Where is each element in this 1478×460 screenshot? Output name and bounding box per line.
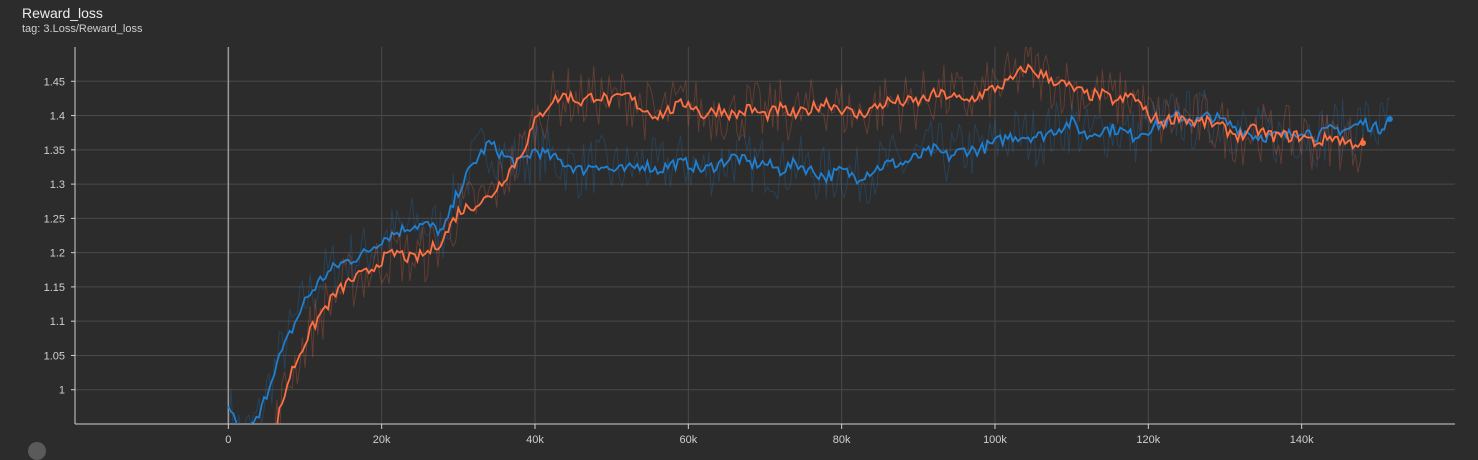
y-tick-label: 1.2 (50, 248, 65, 260)
corner-control-icon[interactable] (28, 442, 46, 460)
series-end-point (1386, 115, 1393, 122)
series-line[interactable] (227, 110, 1391, 440)
x-tick-label: 120k (1136, 434, 1160, 446)
x-tick-label: 140k (1290, 434, 1314, 446)
x-tick-label: 80k (833, 434, 851, 446)
x-tick-label: 20k (373, 434, 391, 446)
y-tick-label: 1.15 (44, 282, 65, 294)
chart-tag: tag: 3.Loss/Reward_loss (22, 23, 143, 35)
y-tick-label: 1.3 (50, 179, 65, 191)
x-tick-label: 60k (679, 434, 697, 446)
x-tick-label: 0 (225, 434, 231, 446)
series-group (227, 47, 1393, 440)
y-tick-label: 1.45 (44, 76, 65, 88)
series-raw-line (228, 89, 1391, 424)
series-line[interactable] (274, 63, 1364, 427)
y-tick-label: 1.4 (50, 111, 65, 123)
y-tick-label: 1.05 (44, 350, 65, 362)
x-tick-label: 100k (983, 434, 1007, 446)
y-tick-label: 1.35 (44, 145, 65, 157)
chart-title: Reward_loss (22, 5, 103, 21)
y-tick-label: 1.25 (44, 213, 65, 225)
series-raw-line (274, 47, 1364, 424)
y-tick-label: 1 (59, 385, 65, 397)
chart-plot[interactable]: 1 1.05 1.1 1.15 1.2 1.25 1.3 1.35 1.4 1.45 0 20k 40k… (0, 0, 1478, 449)
x-tick-label: 40k (526, 434, 544, 446)
series-end-point (1360, 139, 1366, 146)
y-tick-label: 1.1 (50, 316, 65, 328)
